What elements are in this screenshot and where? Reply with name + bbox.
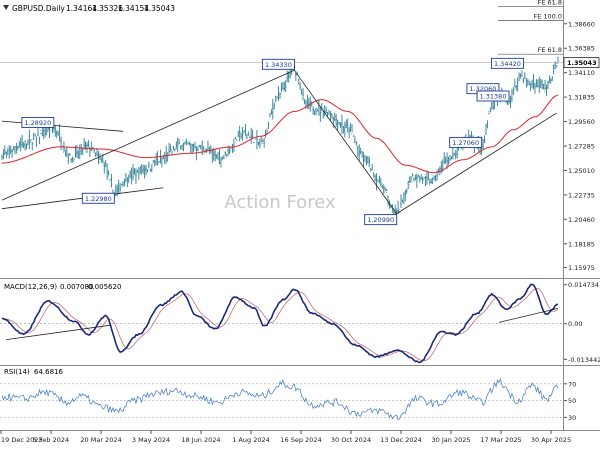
macd-trendline — [498, 307, 559, 323]
price-tick-label: 1.36385 — [568, 45, 595, 53]
axes-layer: 1.38660 1.36385 1.34110 1.31835 1.29560 1.272… — [0, 0, 600, 444]
macd-tick-label: -0.013442 — [568, 356, 600, 364]
callout-layer: 1.28920 1.22980 1.34330 1.20990 1.27060 1.320… — [21, 57, 524, 226]
rsi-tick-label: 50 — [568, 397, 576, 405]
price-callout-label: 1.28920 — [24, 119, 51, 127]
trendline — [294, 70, 397, 214]
price-callout-label: 1.32060 — [469, 85, 496, 93]
x-tick-label: 1 Aug 2024 — [232, 436, 270, 444]
trendline — [1, 69, 295, 201]
ohlc-open: 1.34164 — [66, 4, 97, 13]
price-callout-label: 1.20990 — [367, 216, 394, 224]
last-price-label: 1.35043 — [567, 59, 597, 67]
rsi-tick-label: 30 — [568, 414, 576, 422]
price-callout-box — [21, 116, 55, 128]
price-callout-label: 1.34420 — [494, 60, 521, 68]
price-tick-label: 1.20460 — [568, 216, 595, 224]
price-callout-box — [490, 57, 524, 69]
price-callout-label: 1.22980 — [85, 195, 112, 203]
macd-tick-label: 0.014734 — [568, 281, 599, 289]
price-callout-box — [81, 192, 115, 204]
macd-value: 0.007080 — [60, 283, 93, 291]
ohlc-high: 1.35326 — [92, 4, 123, 13]
price-callout-box — [476, 90, 510, 102]
macd-tick-label: 0.00 — [568, 320, 582, 328]
symbol-label: GBPUSD.Daily — [12, 4, 65, 13]
price-tick-label: 1.31835 — [568, 94, 595, 102]
trendline-layer — [1, 69, 559, 341]
macd-label: MACD(12,26,9) — [4, 283, 57, 291]
price-tick-label: 1.29560 — [568, 118, 595, 126]
fib-level-label: FE 61.8 — [538, 46, 562, 54]
price-tick-label: 1.18185 — [568, 240, 595, 248]
rsi-label: RSI(14) — [4, 368, 30, 376]
last-price-tag — [563, 57, 600, 69]
price-callout-label: 1.27060 — [452, 139, 479, 147]
x-tick-label: 16 Sep 2024 — [280, 436, 321, 444]
ohlc-low: 1.34154 — [118, 4, 149, 13]
price-callout-label: 1.34330 — [265, 61, 292, 69]
fib-layer: FE 61.8 FE 100.0 FE 61.8 — [498, 0, 564, 55]
x-tick-label: 13 Dec 2024 — [380, 436, 422, 444]
price-tick-label: 1.15975 — [568, 264, 595, 272]
x-tick-label: 19 Dec 2023 — [1, 436, 43, 444]
price-tick-label: 1.38660 — [568, 20, 595, 28]
moving-average-line — [2, 94, 559, 174]
macd-trendline — [6, 324, 112, 341]
x-tick-label: 20 Mar 2024 — [80, 436, 121, 444]
x-tick-label: 3 May 2024 — [132, 436, 170, 444]
price-callout-box — [449, 136, 483, 148]
macd-signal-line — [1, 287, 559, 362]
ohlc-close: 1.35043 — [144, 4, 175, 13]
rsi-tick-label: 70 — [568, 380, 576, 388]
trendline — [396, 112, 557, 214]
x-tick-label: 17 Mar 2025 — [480, 436, 521, 444]
macd-line — [1, 283, 559, 364]
price-callout-box — [261, 58, 295, 70]
price-callout-label: 1.31380 — [480, 92, 507, 100]
fib-level-label: FE 61.8 — [538, 0, 562, 7]
price-tick-label: 1.25010 — [568, 167, 595, 175]
x-tick-label: 30 Jan 2025 — [432, 436, 471, 444]
price-tick-label: 1.22735 — [568, 191, 595, 199]
chart-menu-triangle-icon[interactable] — [3, 5, 9, 10]
price-tick-label: 1.27285 — [568, 142, 595, 150]
fib-level-label: FE 100.0 — [533, 13, 562, 21]
rsi-value: 64.6816 — [34, 368, 63, 376]
x-tick-label: 30 Apr 2025 — [531, 436, 571, 444]
x-tick-label: 5 Feb 2024 — [33, 436, 69, 444]
watermark: Action Forex — [224, 192, 336, 213]
price-callout-box — [364, 214, 398, 226]
rsi-line — [1, 377, 559, 421]
x-tick-label: 30 Oct 2024 — [331, 436, 371, 444]
series-layer — [1, 56, 559, 421]
price-tick-label: 1.34110 — [568, 69, 595, 77]
macd-signal-value: 0.005620 — [88, 283, 121, 291]
x-tick-label: 18 Jun 2024 — [181, 436, 220, 444]
